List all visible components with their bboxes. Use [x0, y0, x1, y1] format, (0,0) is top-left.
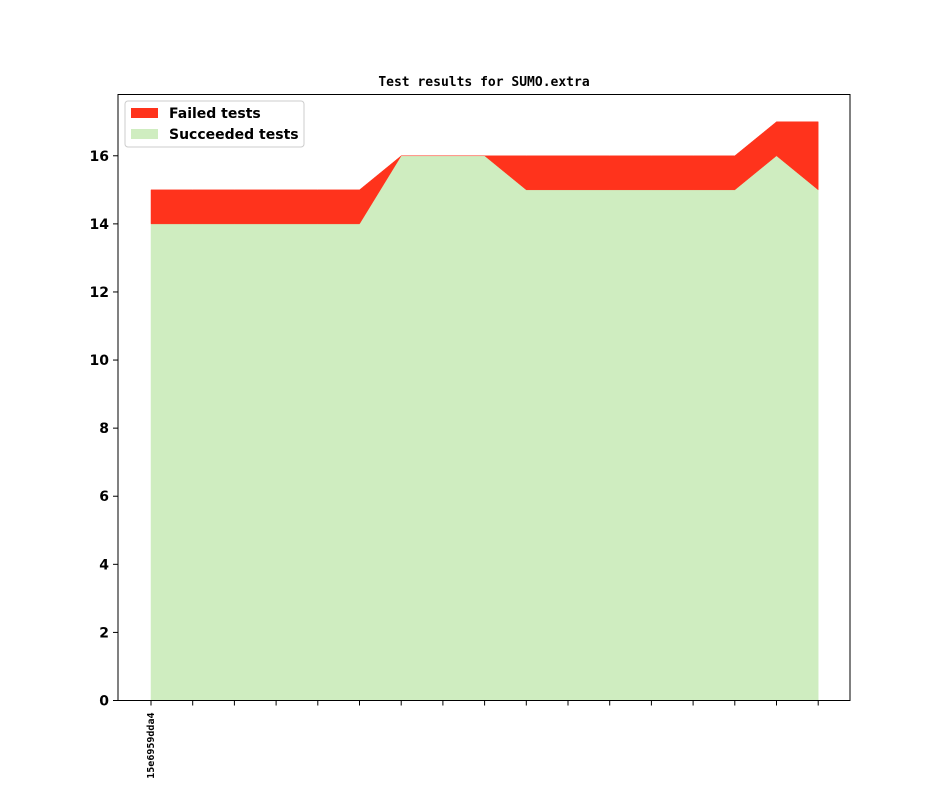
y-tick-label: 10 — [90, 353, 110, 369]
area-succeeded-tests — [150, 155, 819, 701]
legend-label: Failed tests — [169, 106, 261, 122]
legend-swatch — [131, 108, 158, 118]
y-tick-label: 0 — [99, 694, 109, 710]
area-layer — [150, 121, 819, 701]
y-tick-label: 2 — [99, 625, 109, 641]
y-tick-label: 16 — [90, 149, 109, 165]
area-failed-tests — [150, 121, 819, 225]
legend-swatch — [131, 129, 158, 139]
y-tick-label: 4 — [99, 557, 109, 573]
plot-frame — [117, 94, 851, 701]
y-tick-label: 6 — [99, 489, 109, 505]
x-axis: 15e6959dda4 — [146, 700, 819, 779]
legend: Failed tests Succeeded tests — [124, 100, 305, 148]
y-tick-label: 14 — [90, 217, 110, 233]
x-tick-label: 15e6959dda4 — [146, 713, 157, 779]
legend-label: Succeeded tests — [169, 127, 299, 143]
chart-title: Test results for SUMO.extra — [378, 75, 589, 90]
y-tick-label: 12 — [90, 285, 109, 301]
y-axis: 0 2 4 6 8 10 12 14 16 — [90, 149, 118, 710]
legend-box — [124, 100, 305, 148]
y-tick-label: 8 — [99, 421, 109, 437]
